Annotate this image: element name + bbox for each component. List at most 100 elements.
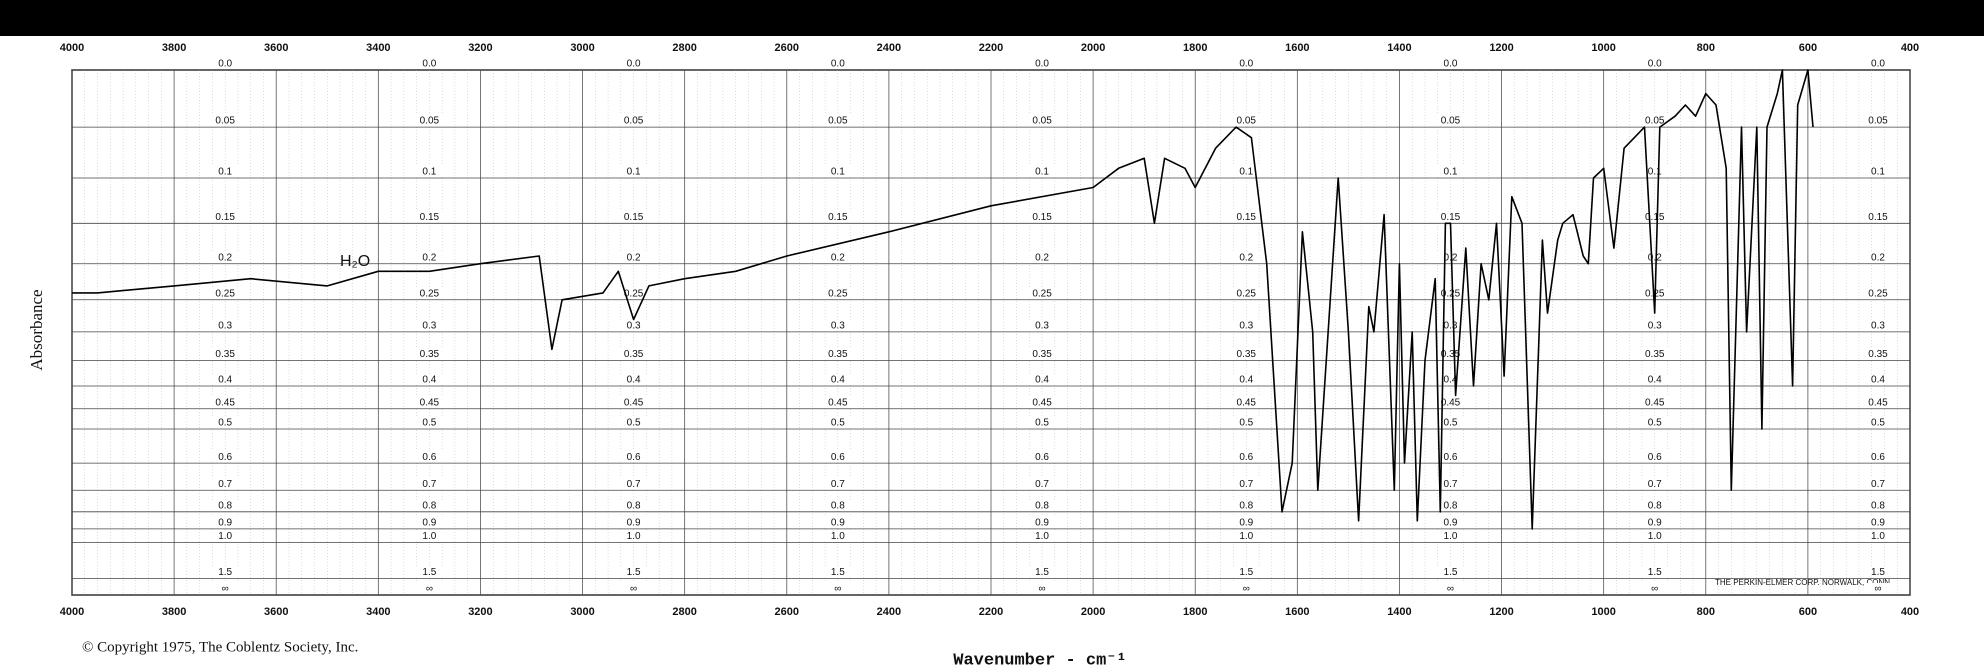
y-label-bg	[823, 211, 852, 223]
copyright: © Copyright 1975, The Coblentz Society, …	[82, 639, 358, 655]
y-tick-label: 0.3	[218, 321, 232, 332]
y-tick-label: 0.35	[828, 349, 848, 360]
x-tick-label-top: 600	[1799, 42, 1817, 54]
y-tick-label: ∞	[630, 584, 637, 595]
y-label-bg	[1232, 396, 1261, 408]
y-tick-label: 1.0	[1648, 531, 1662, 542]
y-label-bg	[1028, 566, 1057, 578]
y-label-bg	[619, 451, 648, 463]
y-tick-label: 1.0	[627, 531, 641, 542]
y-tick-label: 0.25	[1237, 288, 1257, 299]
y-label-bg	[1864, 287, 1892, 299]
y-tick-label: 0.3	[1239, 321, 1253, 332]
y-tick-label: 0.3	[831, 321, 845, 332]
y-tick-label: 1.5	[831, 567, 845, 578]
y-label-bg	[1232, 251, 1261, 263]
y-label-bg	[1640, 516, 1669, 528]
y-tick-label: 0.9	[831, 518, 845, 529]
y-tick-label: 1.0	[831, 531, 845, 542]
y-tick-label: 0.45	[828, 397, 848, 408]
y-tick-label: 0.9	[1444, 518, 1458, 529]
y-label-bg	[415, 516, 444, 528]
y-label-bg	[823, 251, 852, 263]
y-tick-label: 0.6	[831, 452, 845, 463]
y-tick-label: 0.35	[1237, 349, 1257, 360]
y-tick-label: 0.05	[1032, 116, 1052, 127]
y-tick-label: 0.5	[422, 418, 436, 429]
y-label-bg	[619, 251, 648, 263]
maker-note: THE PERKIN-ELMER CORP. NORWALK, CONN	[1715, 578, 1890, 587]
y-label-bg	[415, 251, 444, 263]
y-label-bg	[1436, 583, 1465, 594]
y-tick-label: 0.15	[1032, 212, 1052, 223]
y-label-bg	[619, 396, 648, 408]
y-label-bg	[823, 566, 852, 578]
y-label-bg	[1028, 583, 1057, 594]
y-label-bg	[415, 530, 444, 542]
y-label-bg	[1436, 499, 1465, 511]
y-label-bg	[619, 516, 648, 528]
y-label-bg	[619, 478, 648, 490]
y-tick-label: 0.7	[831, 479, 845, 490]
y-label-bg	[1028, 373, 1057, 385]
y-label-bg	[1028, 319, 1057, 331]
y-label-bg	[1436, 478, 1465, 490]
y-label-bg	[619, 499, 648, 511]
y-tick-label: 0.45	[1645, 397, 1665, 408]
x-tick-label-top: 2400	[877, 42, 901, 54]
y-label-bg	[1232, 115, 1261, 127]
y-label-bg	[1028, 451, 1057, 463]
y-label-bg	[1232, 516, 1261, 528]
y-label-bg	[1864, 499, 1892, 511]
x-tick-label-bottom: 1600	[1285, 606, 1309, 618]
y-label-bg	[1864, 251, 1892, 263]
y-label-bg	[823, 530, 852, 542]
y-tick-label: 0.7	[1239, 479, 1253, 490]
y-label-bg	[1436, 348, 1465, 360]
y-tick-label: 0.0	[1035, 59, 1049, 70]
x-tick-label-bottom: 3400	[366, 606, 390, 618]
y-tick-label: 0.05	[1441, 116, 1461, 127]
y-tick-label: 0.05	[1645, 116, 1665, 127]
y-label-bg	[211, 115, 240, 127]
y-tick-label: 0.9	[1035, 518, 1049, 529]
y-tick-label: 1.0	[218, 531, 232, 542]
y-tick-label: 0.8	[422, 500, 436, 511]
y-tick-label: 0.3	[422, 321, 436, 332]
y-tick-label: 0.15	[828, 212, 848, 223]
y-label-bg	[1436, 373, 1465, 385]
y-label-bg	[823, 287, 852, 299]
y-label-bg	[1436, 58, 1465, 69]
y-label-bg	[1028, 478, 1057, 490]
y-tick-label: 0.4	[218, 375, 232, 386]
y-tick-label: ∞	[222, 584, 229, 595]
y-label-bg	[1640, 478, 1669, 490]
y-label-bg	[1232, 165, 1261, 177]
y-label-bg	[1436, 516, 1465, 528]
y-tick-label: 0.35	[1868, 349, 1888, 360]
y-tick-label: 0.7	[422, 479, 436, 490]
y-tick-label: 0.6	[1035, 452, 1049, 463]
x-tick-label-top: 1600	[1285, 42, 1309, 54]
y-label-bg	[1028, 530, 1057, 542]
y-label-bg	[1640, 115, 1669, 127]
y-label-bg	[211, 583, 240, 594]
y-tick-label: 1.5	[422, 567, 436, 578]
x-tick-label-bottom: 3000	[570, 606, 594, 618]
y-label-bg	[619, 373, 648, 385]
y-label-bg	[1028, 348, 1057, 360]
y-tick-label: 0.4	[831, 375, 845, 386]
y-tick-label: 0.2	[1871, 252, 1885, 263]
y-tick-label: 0.1	[1035, 167, 1049, 178]
y-label-bg	[1028, 251, 1057, 263]
y-label-bg	[1640, 58, 1669, 69]
y-label-bg	[1436, 115, 1465, 127]
y-label-bg	[1232, 530, 1261, 542]
y-tick-label: 0.0	[831, 59, 845, 70]
y-label-bg	[619, 287, 648, 299]
y-label-bg	[1436, 165, 1465, 177]
y-label-bg	[211, 416, 240, 428]
y-label-bg	[619, 530, 648, 542]
y-tick-label: 0.5	[1444, 418, 1458, 429]
y-label-bg	[415, 319, 444, 331]
